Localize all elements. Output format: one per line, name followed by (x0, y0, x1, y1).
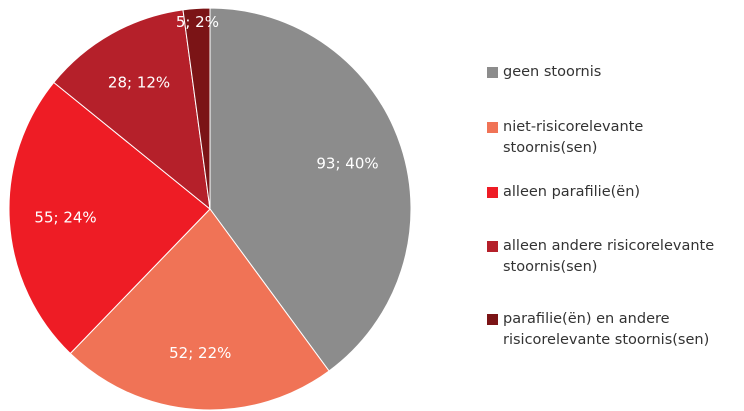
legend-swatch (487, 67, 498, 78)
slice-label: 28; 12% (108, 73, 170, 91)
slice-label: 5; 2% (176, 13, 219, 31)
pie-slice (69, 208, 330, 411)
legend-item: niet-risicorelevante stoornis(sen) (487, 117, 739, 159)
pie-slice (182, 7, 211, 210)
legend-label: geen stoornis (503, 64, 602, 80)
legend-label: alleen parafilie(ën) (503, 184, 641, 200)
legend-item: alleen andere risicorelevante stoornis(s… (487, 236, 739, 278)
legend-label: alleen andere risicorelevante stoornis(s… (503, 238, 715, 275)
legend-item: geen stoornis (487, 62, 739, 83)
slice-label: 52; 22% (169, 344, 231, 362)
legend-swatch (487, 122, 498, 133)
legend-label: parafilie(ën) en andere risicorelevante … (503, 311, 710, 348)
slice-label: 93; 40% (316, 154, 378, 172)
slice-label: 55; 24% (34, 208, 96, 226)
legend-label: niet-risicorelevante stoornis(sen) (503, 119, 644, 156)
pie-slice (53, 9, 211, 211)
legend-swatch (487, 187, 498, 198)
pie-slice (209, 7, 412, 372)
legend-item: alleen parafilie(ën) (487, 182, 739, 203)
legend-item: parafilie(ën) en andere risicorelevante … (487, 309, 739, 351)
chart: 93; 40% 52; 22% 55; 24% 28; 12% 5; 2% (8, 7, 412, 411)
pie-slice (8, 81, 211, 355)
legend-swatch (487, 314, 498, 325)
legend-swatch (487, 241, 498, 252)
